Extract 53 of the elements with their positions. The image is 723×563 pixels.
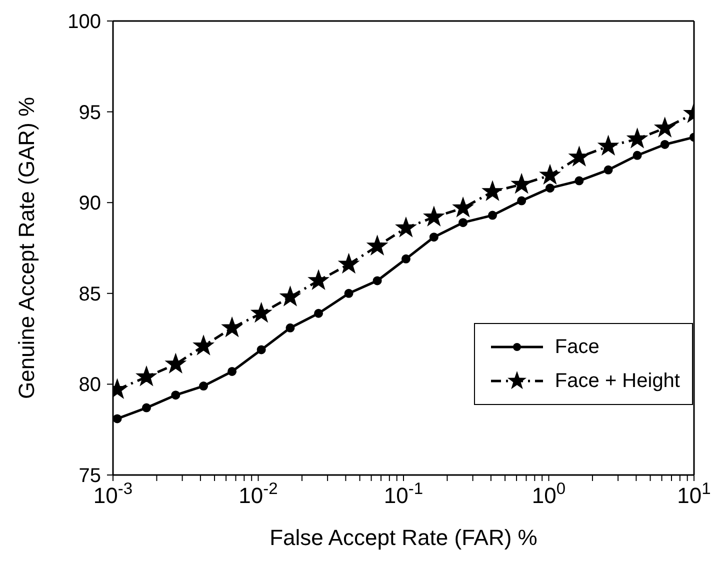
point [286, 323, 295, 332]
point [171, 390, 180, 400]
point [166, 354, 186, 373]
point [627, 128, 648, 148]
point [429, 232, 438, 242]
point [424, 206, 444, 226]
point [113, 414, 122, 424]
y-axis-title: Genuine Accept Rate (GAR) % [14, 96, 39, 400]
point [256, 345, 266, 354]
point [574, 176, 584, 186]
point [654, 118, 675, 137]
point [222, 317, 242, 336]
x-tick-label: 10$^{0}$ [532, 480, 566, 508]
point [458, 218, 468, 228]
point [488, 210, 498, 220]
x-tick-label: 10$^{-1}$ [384, 480, 424, 508]
point [546, 184, 554, 193]
point [569, 146, 590, 166]
x-tick-label: 10$^{-2}$ [238, 480, 278, 508]
point [401, 254, 410, 264]
point [251, 302, 272, 322]
point [344, 288, 354, 298]
point [517, 196, 526, 206]
point [660, 140, 670, 149]
point [308, 270, 329, 290]
point [194, 336, 214, 355]
point [396, 218, 416, 237]
y-tick-label: 80 [78, 374, 101, 396]
point [228, 366, 237, 376]
point [136, 366, 156, 386]
point [598, 136, 618, 155]
point [142, 403, 151, 412]
point [280, 286, 300, 306]
point [540, 164, 560, 184]
point [453, 198, 474, 217]
x-axis-title: False Accept Rate (FAR) % [270, 525, 538, 550]
y-tick-label: 100 [68, 11, 101, 33]
point [632, 150, 642, 160]
y-tick-label: 90 [78, 192, 101, 215]
legend-label: Face + Height [554, 370, 680, 392]
point [482, 181, 503, 200]
point [314, 308, 324, 318]
point [372, 276, 382, 286]
point [367, 236, 388, 255]
point [512, 174, 532, 194]
point [338, 254, 359, 273]
y-tick-label: 85 [78, 283, 101, 306]
x-tick-label: 10$^{1}$ [677, 480, 711, 508]
y-tick-label: 95 [78, 102, 101, 124]
legend-label: Face [554, 336, 600, 358]
y-tick-label: 75 [78, 465, 101, 487]
point [604, 165, 613, 174]
point [199, 382, 208, 391]
